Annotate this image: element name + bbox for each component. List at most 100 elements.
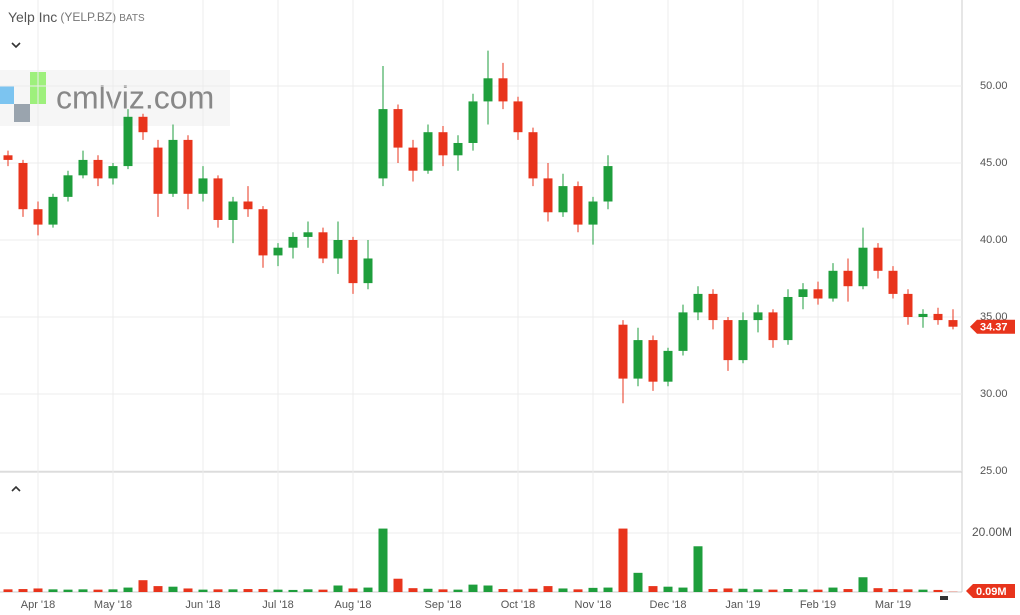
candle-body: [168, 139, 178, 194]
volume-bar: [33, 588, 43, 592]
x-tick-label: Apr '18: [21, 599, 56, 611]
expand-toggle[interactable]: [11, 485, 21, 492]
candle-body: [618, 324, 628, 379]
candle-body: [243, 201, 253, 210]
candle-body: [948, 320, 958, 327]
collapse-toggle[interactable]: [11, 42, 21, 49]
x-tick-label: Jul '18: [262, 599, 293, 611]
volume-bar: [558, 588, 568, 592]
volume-bar: [63, 589, 73, 592]
candle-body: [318, 232, 328, 259]
candle-body: [768, 312, 778, 341]
volume-bar: [123, 587, 133, 592]
candle-body: [798, 289, 808, 297]
volume-bar: [813, 589, 823, 592]
volume-bar: [498, 589, 508, 592]
volume-bar: [288, 589, 298, 592]
volume-bar: [588, 587, 598, 592]
candle-body: [363, 258, 373, 284]
x-tick-label: Mar '19: [875, 599, 911, 611]
volume-bar: [888, 589, 898, 592]
volume-bar: [378, 528, 388, 592]
candle-body: [48, 196, 58, 225]
volume-bar: [618, 528, 628, 592]
candle-body: [393, 109, 403, 148]
candle-body: [873, 247, 883, 271]
volume-bar: [273, 589, 283, 592]
volume-bar: [933, 589, 943, 592]
volume-bar: [693, 546, 703, 592]
candle-body: [918, 313, 928, 317]
candle-body: [933, 313, 943, 321]
y-tick-label: 40.00: [980, 234, 1008, 246]
candle-body: [783, 296, 793, 341]
volume-bar: [828, 587, 838, 592]
candle-body: [3, 155, 13, 160]
candle-body: [438, 132, 448, 156]
x-tick-label: Nov '18: [575, 599, 612, 611]
candle-body: [603, 166, 613, 202]
x-tick-label: Aug '18: [335, 599, 372, 611]
y-tick-label: 50.00: [980, 80, 1008, 92]
candle-body: [408, 147, 418, 171]
volume-bar: [663, 586, 673, 592]
candle-body: [183, 139, 193, 194]
volume-bar: [873, 588, 883, 592]
candle-body: [93, 159, 103, 179]
x-tick-label: Jun '18: [185, 599, 220, 611]
volume-bar: [918, 589, 928, 592]
x-tick-label: Feb '19: [800, 599, 836, 611]
volume-bar: [648, 586, 658, 592]
volume-bar: [153, 586, 163, 592]
candle-body: [138, 116, 148, 133]
volume-bar: [843, 589, 853, 592]
x-tick-label: May '18: [94, 599, 132, 611]
candle-body: [588, 201, 598, 225]
volume-bar: [543, 586, 553, 592]
last-price: 34.37: [980, 322, 1008, 334]
candle-body: [753, 312, 763, 321]
candle-body: [213, 178, 223, 220]
volume-bar: [708, 589, 718, 592]
candle-body: [903, 293, 913, 317]
candle-body: [723, 320, 733, 361]
volume-bar: [48, 589, 58, 592]
candle-body: [738, 320, 748, 361]
volume-bar: [138, 580, 148, 592]
volume-bar: [183, 588, 193, 592]
candle-body: [63, 175, 73, 197]
volume-bar: [393, 578, 403, 592]
exchange: BATS: [119, 13, 145, 24]
volume-bar: [738, 588, 748, 592]
candle-body: [528, 132, 538, 179]
y-tick-label: 25.00: [980, 465, 1008, 477]
candle-body: [273, 247, 283, 256]
volume-bar: [438, 589, 448, 592]
candle-body: [483, 78, 493, 102]
volume-bar: [228, 589, 238, 592]
x-tick-label: Dec '18: [650, 599, 687, 611]
volume-bar: [858, 577, 868, 592]
candle-body: [108, 166, 118, 179]
volume-bar: [483, 585, 493, 592]
candle-body: [78, 159, 88, 176]
candle-body: [813, 289, 823, 299]
last-volume-badge: [966, 584, 1015, 598]
scroll-handle[interactable]: [940, 596, 948, 600]
candle-body: [453, 142, 463, 156]
y2-tick-label: 20.00M: [972, 525, 1012, 539]
volume-bar: [468, 584, 478, 592]
volume-bar: [528, 588, 538, 592]
volume-bar: [753, 589, 763, 592]
candle-body: [33, 209, 43, 225]
logo-square: [14, 104, 30, 122]
candle-body: [333, 240, 343, 259]
x-tick-label: Sep '18: [425, 599, 462, 611]
subtitle: (YELP.BZ): [60, 10, 116, 24]
volume-bar: [603, 587, 613, 592]
title: Yelp Inc: [8, 9, 57, 25]
volume-bar: [108, 589, 118, 592]
candle-body: [198, 178, 208, 194]
volume-bar: [423, 588, 433, 592]
volume-bar: [93, 589, 103, 592]
